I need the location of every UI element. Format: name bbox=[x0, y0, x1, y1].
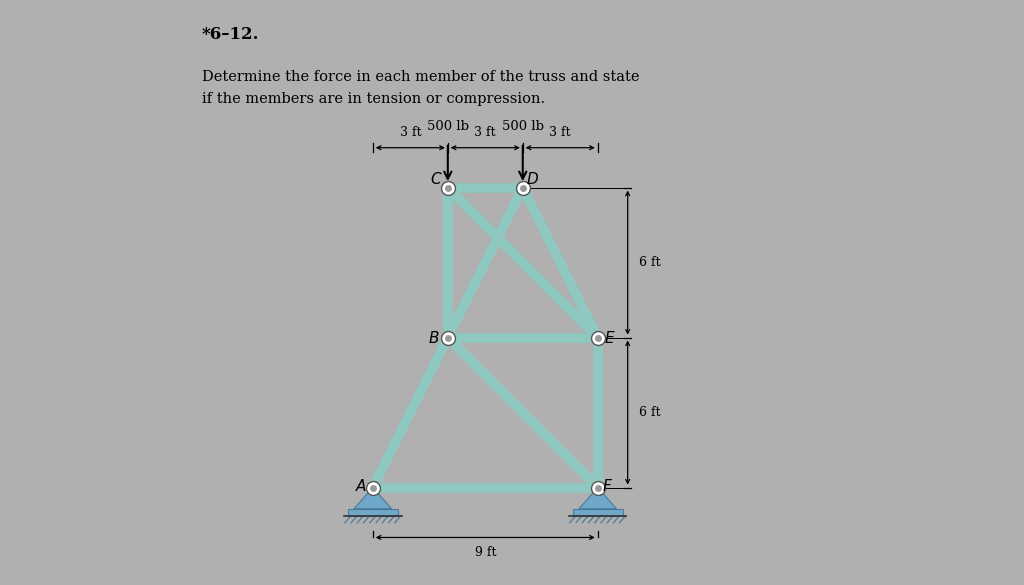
Text: 3 ft: 3 ft bbox=[550, 126, 571, 139]
Bar bbox=[572, 509, 623, 516]
Text: 3 ft: 3 ft bbox=[399, 126, 421, 139]
Text: 3 ft: 3 ft bbox=[474, 126, 496, 139]
Text: *6–12.: *6–12. bbox=[202, 26, 259, 43]
Text: $F$: $F$ bbox=[602, 479, 613, 494]
Text: $A$: $A$ bbox=[355, 479, 368, 494]
Text: 9 ft: 9 ft bbox=[474, 546, 496, 559]
Text: 6 ft: 6 ft bbox=[639, 256, 660, 269]
Text: $C$: $C$ bbox=[430, 171, 442, 187]
Text: 500 lb: 500 lb bbox=[427, 120, 469, 133]
Polygon shape bbox=[354, 487, 391, 509]
Text: 6 ft: 6 ft bbox=[639, 406, 660, 419]
Polygon shape bbox=[579, 487, 616, 509]
Text: 500 lb: 500 lb bbox=[502, 120, 544, 133]
Bar bbox=[348, 509, 398, 516]
Text: $B$: $B$ bbox=[428, 329, 440, 346]
Text: $E$: $E$ bbox=[604, 329, 616, 346]
Text: Determine the force in each member of the truss and state
if the members are in : Determine the force in each member of th… bbox=[202, 70, 640, 106]
Text: $D$: $D$ bbox=[526, 171, 540, 187]
